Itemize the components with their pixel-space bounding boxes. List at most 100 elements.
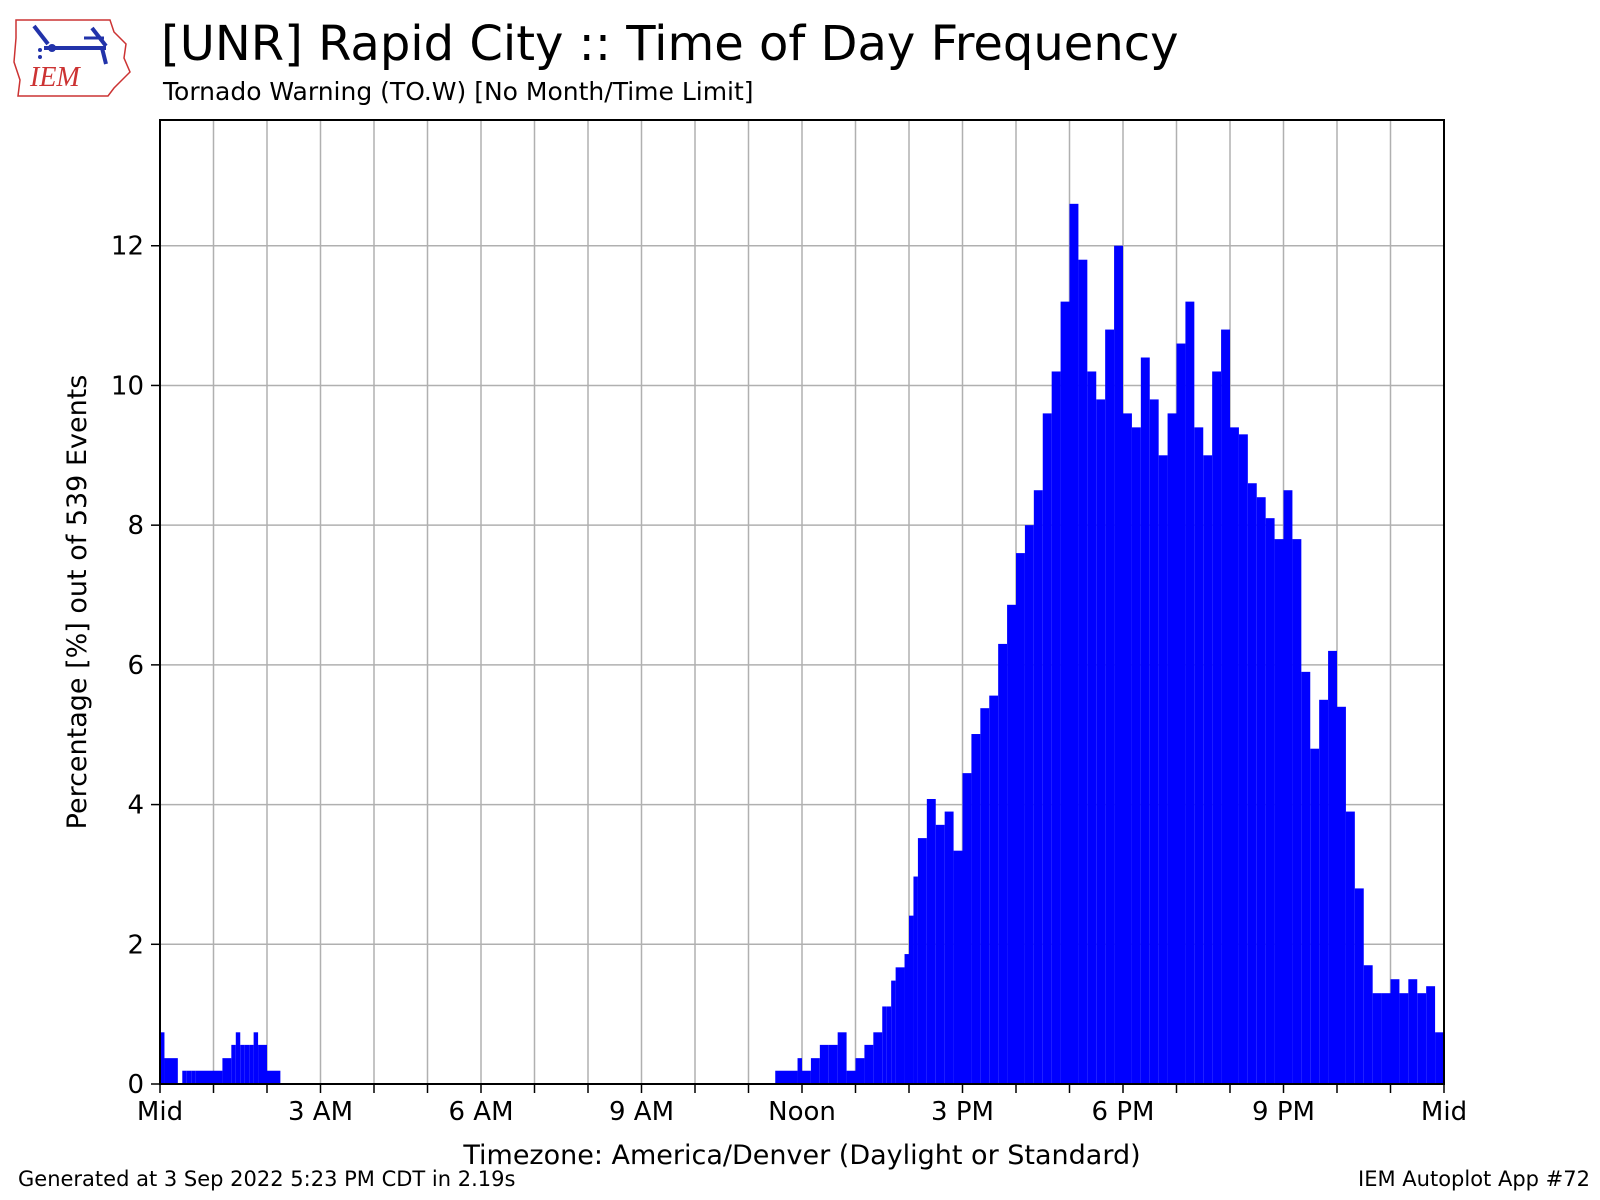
bar [904, 954, 909, 1084]
bar [1167, 413, 1177, 1084]
bar [775, 1070, 798, 1084]
bar [837, 1032, 847, 1084]
bar [1408, 979, 1418, 1084]
bar [186, 1070, 192, 1084]
bar [1149, 399, 1159, 1084]
bar [1176, 343, 1186, 1084]
bar [231, 1044, 236, 1084]
bar [191, 1070, 196, 1084]
bar [962, 773, 972, 1084]
x-tick-label: 9 AM [609, 1097, 674, 1127]
bar [1185, 301, 1195, 1085]
bar [1390, 979, 1400, 1084]
bar [1158, 455, 1168, 1085]
y-tick-label: 0 [127, 1070, 144, 1100]
bar [1194, 427, 1204, 1084]
bar [855, 1058, 865, 1084]
bar [1078, 259, 1088, 1084]
iowa-outline [13, 19, 131, 97]
bar [1051, 371, 1061, 1084]
y-tick-label: 12 [111, 232, 144, 262]
bar [891, 980, 896, 1084]
bar [998, 643, 1008, 1084]
chart-subtitle: Tornado Warning (TO.W) [No Month/Time Li… [163, 77, 754, 106]
app-label: IEM Autoplot App #72 [1358, 1167, 1590, 1191]
bar [926, 798, 936, 1084]
bar [864, 1044, 874, 1084]
bar [917, 838, 927, 1084]
bar [1007, 604, 1016, 1084]
chart-title: [UNR] Rapid City :: Time of Day Frequenc… [161, 16, 1179, 72]
bar [1399, 993, 1409, 1084]
bar [953, 850, 963, 1084]
bar [1283, 490, 1293, 1084]
bar [882, 1006, 887, 1084]
bar [1310, 748, 1320, 1084]
bar [873, 1032, 883, 1084]
bar [253, 1032, 259, 1084]
bar [1247, 483, 1257, 1085]
bar [1123, 413, 1132, 1084]
bar [258, 1044, 267, 1084]
bar [1301, 671, 1311, 1084]
bar [160, 1032, 165, 1084]
bar [164, 1058, 178, 1084]
bar [1221, 329, 1230, 1085]
bar [1230, 427, 1239, 1084]
y-tick-label: 6 [127, 651, 144, 681]
bar [1033, 490, 1043, 1084]
bar [1265, 518, 1275, 1084]
bar [244, 1044, 250, 1084]
bar [989, 695, 999, 1084]
bar [886, 1006, 892, 1084]
bar [1131, 427, 1141, 1084]
bar [913, 876, 918, 1084]
y-tick-label: 4 [127, 791, 144, 821]
bar [235, 1032, 241, 1084]
bar [1417, 993, 1427, 1084]
y-tick-label: 2 [127, 930, 144, 960]
bar [1105, 329, 1115, 1085]
bar [802, 1070, 811, 1084]
bar [944, 811, 954, 1084]
bar [846, 1070, 856, 1084]
x-tick-label: Noon [768, 1097, 836, 1127]
bar [1372, 993, 1382, 1084]
bar [249, 1044, 254, 1084]
bar [819, 1044, 829, 1084]
bar [222, 1058, 232, 1084]
bar [1060, 301, 1070, 1085]
x-tick-label: 6 AM [448, 1097, 513, 1127]
bar [1328, 650, 1337, 1084]
y-tick-label: 8 [127, 511, 144, 541]
bar [1337, 706, 1346, 1084]
axis-ticks: Mid 3 AM 6 AM 9 AM Noon 3 PM 6 PM 9 PM Mid024681… [111, 232, 1467, 1127]
iem-logo: IEM [13, 19, 131, 97]
bar [182, 1070, 187, 1084]
bar [895, 967, 905, 1084]
bar [980, 708, 990, 1084]
y-tick-label: 10 [111, 371, 144, 401]
x-axis-label: Timezone: America/Denver (Daylight or St… [462, 1140, 1140, 1171]
generated-timestamp: Generated at 3 Sep 2022 5:23 PM CDT in 2… [18, 1167, 516, 1191]
bar [797, 1058, 802, 1084]
bar [267, 1070, 281, 1084]
bar [1087, 371, 1097, 1084]
bar [1256, 497, 1266, 1084]
bar [1354, 888, 1364, 1084]
bar [828, 1044, 838, 1084]
bar [1114, 245, 1123, 1084]
x-tick-label: 9 PM [1252, 1097, 1315, 1127]
bar [1292, 539, 1302, 1084]
x-tick-label: 3 PM [931, 1097, 994, 1127]
bar [1238, 434, 1248, 1084]
bar [1069, 203, 1079, 1085]
bar [1426, 986, 1436, 1084]
bar [1096, 399, 1106, 1084]
bar [1345, 811, 1355, 1084]
bar [1024, 525, 1034, 1084]
bar [1319, 699, 1329, 1084]
x-tick-label: Mid [137, 1097, 183, 1127]
bar [971, 734, 981, 1084]
